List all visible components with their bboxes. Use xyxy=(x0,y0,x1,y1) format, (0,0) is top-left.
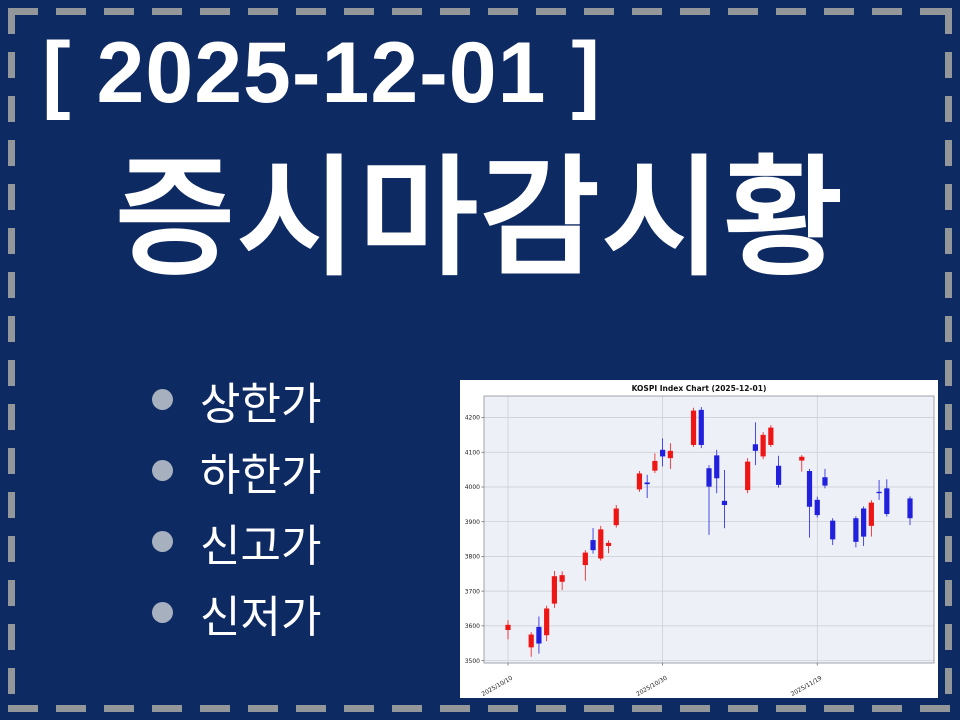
dashed-border-left xyxy=(8,8,15,712)
bullet-dot xyxy=(152,389,173,410)
dashed-border-bottom xyxy=(8,705,952,712)
bullet-item-upper-limit: 상한가 xyxy=(152,364,321,435)
svg-text:3500: 3500 xyxy=(465,658,480,665)
date-title: [ 2025-12-01 ] xyxy=(42,25,601,121)
svg-text:4100: 4100 xyxy=(465,449,480,456)
bullet-label: 신고가 xyxy=(200,521,322,571)
svg-text:3700: 3700 xyxy=(465,588,480,595)
dashed-border-top xyxy=(8,8,952,15)
bullet-label: 상한가 xyxy=(200,379,322,429)
bullet-dot xyxy=(152,531,173,552)
svg-text:3800: 3800 xyxy=(465,554,480,561)
svg-text:KOSPI Index Chart (2025-12-01): KOSPI Index Chart (2025-12-01) xyxy=(632,384,767,393)
bullet-item-new-low: 신저가 xyxy=(152,577,321,648)
svg-text:4200: 4200 xyxy=(465,415,480,422)
page-title: 증시마감시황 xyxy=(115,145,845,291)
bullet-dot xyxy=(152,460,173,481)
svg-text:3600: 3600 xyxy=(465,623,480,630)
dashed-border-right xyxy=(945,8,952,712)
svg-text:3900: 3900 xyxy=(465,519,480,526)
bullet-dot xyxy=(152,602,173,623)
kospi-chart: 3500 3600 3700 3800 3900 4000 4100 4200 2025/10/… xyxy=(460,380,938,698)
bullet-list: 상한가 하한가 신고가 신저가 xyxy=(152,364,321,648)
svg-text:4000: 4000 xyxy=(465,484,480,491)
bullet-label: 하한가 xyxy=(200,450,322,500)
bullet-label: 신저가 xyxy=(200,592,322,642)
kospi-chart-svg: 350036003700380039004000410042002025/10/… xyxy=(460,380,938,698)
bullet-item-lower-limit: 하한가 xyxy=(152,435,321,506)
bullet-item-new-high: 신고가 xyxy=(152,506,321,577)
